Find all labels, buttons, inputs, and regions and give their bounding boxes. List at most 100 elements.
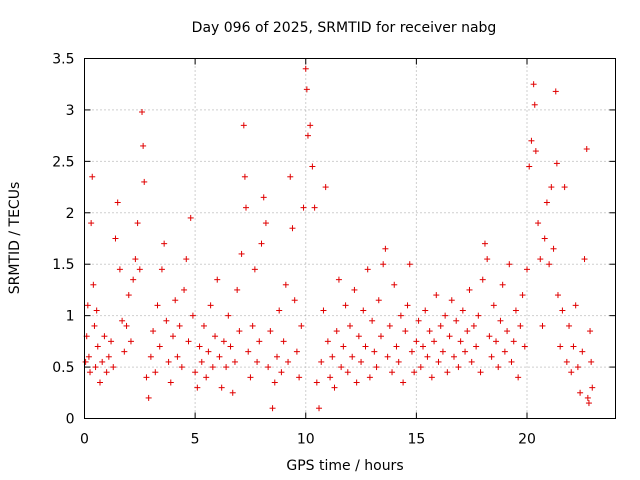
data-point [459, 307, 466, 314]
data-point [93, 307, 100, 314]
data-point [320, 307, 327, 314]
data-point [568, 369, 575, 376]
x-tick-label: 15 [407, 432, 425, 448]
data-point [473, 343, 480, 350]
x-tick-label: 20 [518, 432, 536, 448]
data-point [88, 220, 95, 227]
y-tick-label: 0.5 [52, 360, 74, 376]
data-point [481, 240, 488, 247]
data-point [282, 281, 289, 288]
data-point [243, 204, 250, 211]
data-point [101, 333, 108, 340]
data-point [110, 364, 117, 371]
data-point [161, 240, 168, 247]
data-point [584, 394, 591, 401]
data-point [99, 358, 106, 365]
data-point [285, 358, 292, 365]
data-point [212, 333, 219, 340]
y-tick-label: 0 [66, 412, 75, 428]
data-point [490, 302, 497, 309]
data-point [260, 194, 267, 201]
data-point [90, 281, 97, 288]
data-point [280, 338, 287, 345]
data-point [512, 307, 519, 314]
data-point [479, 276, 486, 283]
y-tick-label: 2 [66, 206, 75, 222]
data-point [446, 333, 453, 340]
data-point [347, 322, 353, 329]
y-tick-label: 3.5 [52, 52, 74, 68]
data-point [200, 322, 207, 329]
y-tick-labels: 0 0.5 1 1.5 2 2.5 3 3.5 [52, 52, 74, 428]
data-point [344, 369, 351, 376]
data-point [369, 317, 376, 324]
data-point [546, 261, 553, 268]
data-point [404, 302, 411, 309]
data-point [535, 220, 542, 227]
data-point [510, 338, 517, 345]
data-point [526, 163, 533, 170]
data-point [552, 88, 559, 95]
data-point [493, 338, 500, 345]
data-point [187, 214, 194, 221]
data-point [273, 353, 280, 360]
data-point [229, 389, 236, 396]
data-point [298, 322, 305, 329]
y-tick-label: 3 [66, 103, 75, 119]
y-axis-label: SRMTID / TECUs [7, 182, 23, 295]
data-point [464, 328, 471, 335]
data-point [583, 146, 590, 153]
data-point [307, 122, 314, 129]
data-point [406, 261, 413, 268]
data-point [123, 322, 130, 329]
x-axis-label: GPS time / hours [286, 458, 403, 474]
data-point [554, 292, 561, 299]
data-point [408, 348, 415, 355]
data-point [371, 348, 378, 355]
data-point [382, 245, 389, 252]
data-point [519, 292, 526, 299]
data-point [203, 374, 210, 381]
data-point [313, 379, 320, 386]
data-point [515, 374, 522, 381]
data-point [140, 142, 147, 149]
data-point [338, 364, 345, 371]
data-point [231, 358, 238, 365]
data-point [269, 405, 276, 412]
data-point [589, 384, 596, 391]
data-point [178, 364, 185, 371]
data-point [267, 328, 274, 335]
data-point [548, 184, 555, 191]
data-point [132, 256, 139, 263]
data-point [154, 302, 161, 309]
data-point [227, 343, 234, 350]
data-point [134, 220, 141, 227]
data-point [136, 266, 143, 273]
data-point [539, 322, 546, 329]
data-point [218, 384, 225, 391]
data-point [393, 343, 400, 350]
data-point [422, 307, 429, 314]
data-point [442, 312, 449, 319]
data-point [114, 199, 121, 206]
data-point [484, 256, 491, 263]
data-point [91, 322, 98, 329]
data-point [158, 266, 165, 273]
data-point [364, 266, 371, 273]
data-point [278, 369, 285, 376]
data-point [87, 369, 94, 376]
data-point [395, 358, 402, 365]
data-point [335, 276, 342, 283]
data-point [225, 312, 232, 319]
data-point [521, 343, 528, 350]
data-point [377, 333, 384, 340]
data-point [331, 384, 338, 391]
data-point [353, 379, 360, 386]
data-point [402, 328, 409, 335]
data-point [96, 379, 103, 386]
data-point [543, 199, 550, 206]
x-tick-label: 10 [297, 432, 315, 448]
data-point [333, 328, 340, 335]
data-point [249, 322, 256, 329]
